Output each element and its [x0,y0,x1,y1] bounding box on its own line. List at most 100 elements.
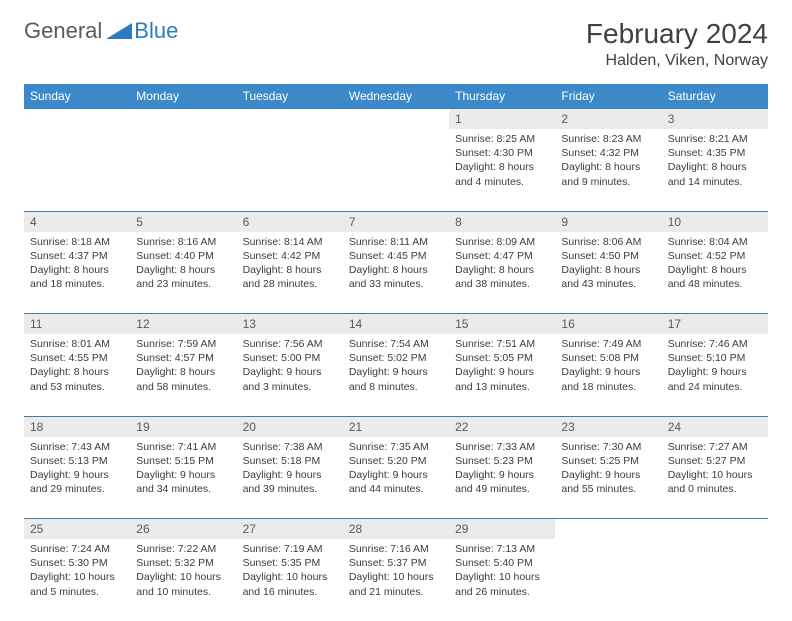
logo: General Blue [24,18,178,44]
weekday-header: Tuesday [237,84,343,109]
day-content-cell: Sunrise: 7:56 AMSunset: 5:00 PMDaylight:… [237,334,343,416]
daylight-text-1: Daylight: 10 hours [668,468,762,482]
day-content-cell: Sunrise: 7:38 AMSunset: 5:18 PMDaylight:… [237,437,343,519]
day-number-cell: 21 [343,416,449,437]
day-number-cell: 9 [555,211,661,232]
day-number-cell [237,109,343,130]
day-number-cell: 18 [24,416,130,437]
sunset-text: Sunset: 4:57 PM [136,351,230,365]
sunrise-text: Sunrise: 7:38 AM [243,440,337,454]
day-content-cell: Sunrise: 7:51 AMSunset: 5:05 PMDaylight:… [449,334,555,416]
day-content-cell: Sunrise: 7:27 AMSunset: 5:27 PMDaylight:… [662,437,768,519]
day-number: 4 [24,212,130,232]
sunrise-text: Sunrise: 7:51 AM [455,337,549,351]
day-number-cell: 16 [555,314,661,335]
day-number-row: 45678910 [24,211,768,232]
day-content-cell [237,129,343,211]
sunset-text: Sunset: 5:30 PM [30,556,124,570]
day-number: 28 [343,519,449,539]
sunrise-text: Sunrise: 8:18 AM [30,235,124,249]
daylight-text-2: and 4 minutes. [455,175,549,189]
day-content-cell: Sunrise: 7:13 AMSunset: 5:40 PMDaylight:… [449,539,555,621]
daylight-text-1: Daylight: 10 hours [455,570,549,584]
day-number-row: 123 [24,109,768,130]
day-number-cell: 4 [24,211,130,232]
daylight-text-2: and 58 minutes. [136,380,230,394]
day-number: 6 [237,212,343,232]
sunrise-text: Sunrise: 8:14 AM [243,235,337,249]
day-number-cell: 11 [24,314,130,335]
day-number-cell: 23 [555,416,661,437]
sunset-text: Sunset: 5:00 PM [243,351,337,365]
sunrise-text: Sunrise: 8:11 AM [349,235,443,249]
logo-triangle-icon [106,21,132,39]
day-content-cell [555,539,661,621]
daylight-text-1: Daylight: 8 hours [30,263,124,277]
sunset-text: Sunset: 4:42 PM [243,249,337,263]
day-content-cell [130,129,236,211]
daylight-text-1: Daylight: 8 hours [243,263,337,277]
sunrise-text: Sunrise: 7:54 AM [349,337,443,351]
sunrise-text: Sunrise: 8:21 AM [668,132,762,146]
sunrise-text: Sunrise: 8:23 AM [561,132,655,146]
day-content-cell [24,129,130,211]
day-number: 11 [24,314,130,334]
sunset-text: Sunset: 5:02 PM [349,351,443,365]
daylight-text-2: and 10 minutes. [136,585,230,599]
daylight-text-2: and 43 minutes. [561,277,655,291]
weekday-header: Wednesday [343,84,449,109]
day-content-cell [662,539,768,621]
day-number-row: 18192021222324 [24,416,768,437]
day-content-cell [343,129,449,211]
day-content-cell: Sunrise: 7:46 AMSunset: 5:10 PMDaylight:… [662,334,768,416]
daylight-text-2: and 16 minutes. [243,585,337,599]
sunrise-text: Sunrise: 7:43 AM [30,440,124,454]
sunset-text: Sunset: 5:08 PM [561,351,655,365]
daylight-text-1: Daylight: 8 hours [455,263,549,277]
sunrise-text: Sunrise: 7:33 AM [455,440,549,454]
day-number-cell: 12 [130,314,236,335]
sunset-text: Sunset: 4:40 PM [136,249,230,263]
day-content-cell: Sunrise: 8:21 AMSunset: 4:35 PMDaylight:… [662,129,768,211]
day-number-row: 11121314151617 [24,314,768,335]
daylight-text-1: Daylight: 8 hours [561,263,655,277]
day-content-cell: Sunrise: 8:23 AMSunset: 4:32 PMDaylight:… [555,129,661,211]
day-number: 24 [662,417,768,437]
daylight-text-2: and 0 minutes. [668,482,762,496]
daylight-text-1: Daylight: 9 hours [30,468,124,482]
day-content-cell: Sunrise: 7:35 AMSunset: 5:20 PMDaylight:… [343,437,449,519]
sunrise-text: Sunrise: 7:19 AM [243,542,337,556]
daylight-text-2: and 18 minutes. [561,380,655,394]
day-number-cell: 27 [237,519,343,540]
daylight-text-1: Daylight: 8 hours [561,160,655,174]
sunset-text: Sunset: 5:27 PM [668,454,762,468]
day-number-cell [555,519,661,540]
day-content-cell: Sunrise: 7:41 AMSunset: 5:15 PMDaylight:… [130,437,236,519]
daylight-text-2: and 38 minutes. [455,277,549,291]
daylight-text-1: Daylight: 8 hours [455,160,549,174]
day-number-cell: 7 [343,211,449,232]
sunrise-text: Sunrise: 7:56 AM [243,337,337,351]
sunset-text: Sunset: 5:20 PM [349,454,443,468]
daylight-text-2: and 23 minutes. [136,277,230,291]
daylight-text-1: Daylight: 9 hours [455,365,549,379]
daylight-text-2: and 28 minutes. [243,277,337,291]
weekday-header: Saturday [662,84,768,109]
sunset-text: Sunset: 4:55 PM [30,351,124,365]
day-number-cell: 28 [343,519,449,540]
daylight-text-1: Daylight: 9 hours [455,468,549,482]
day-number: 27 [237,519,343,539]
logo-text-blue: Blue [134,18,178,44]
day-number-cell: 2 [555,109,661,130]
daylight-text-2: and 29 minutes. [30,482,124,496]
day-content-cell: Sunrise: 8:09 AMSunset: 4:47 PMDaylight:… [449,232,555,314]
day-number: 5 [130,212,236,232]
day-content-cell: Sunrise: 8:14 AMSunset: 4:42 PMDaylight:… [237,232,343,314]
daylight-text-2: and 55 minutes. [561,482,655,496]
day-number: 2 [555,109,661,129]
month-title: February 2024 [586,18,768,50]
day-number: 19 [130,417,236,437]
daylight-text-2: and 48 minutes. [668,277,762,291]
daylight-text-2: and 21 minutes. [349,585,443,599]
title-block: February 2024 Halden, Viken, Norway [586,18,768,70]
